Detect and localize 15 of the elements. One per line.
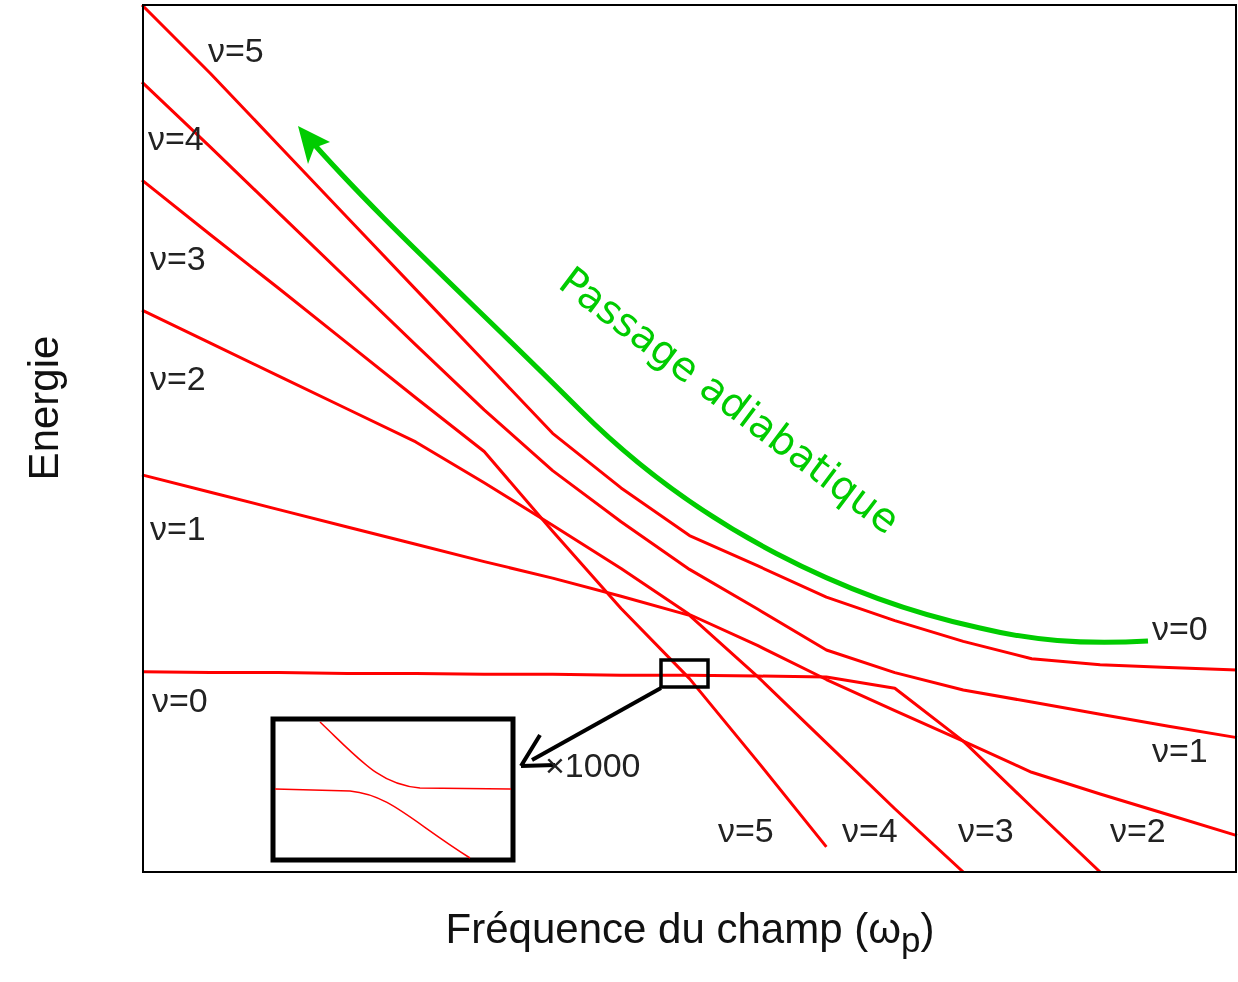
annotation: ν=5 — [208, 31, 264, 69]
annotation: ν=0 — [152, 681, 208, 719]
x-axis-title: Fréquence du champ (ω$_{p}$) — [445, 905, 935, 960]
annotation: ×1000 — [545, 746, 641, 784]
annotation: ν=0 — [1152, 609, 1208, 647]
y-axis-title: Energie — [20, 335, 67, 481]
annotation: ν=4 — [842, 811, 898, 849]
annotation: ν=2 — [150, 359, 206, 397]
annotation: ν=2 — [1110, 811, 1166, 849]
annotation: ν=1 — [150, 509, 206, 547]
annotation: ν=5 — [718, 811, 774, 849]
annotation: ν=3 — [958, 811, 1014, 849]
annotation: ν=3 — [150, 239, 206, 277]
annotation: ν=1 — [1152, 731, 1208, 769]
annotation: ν=4 — [148, 119, 204, 157]
